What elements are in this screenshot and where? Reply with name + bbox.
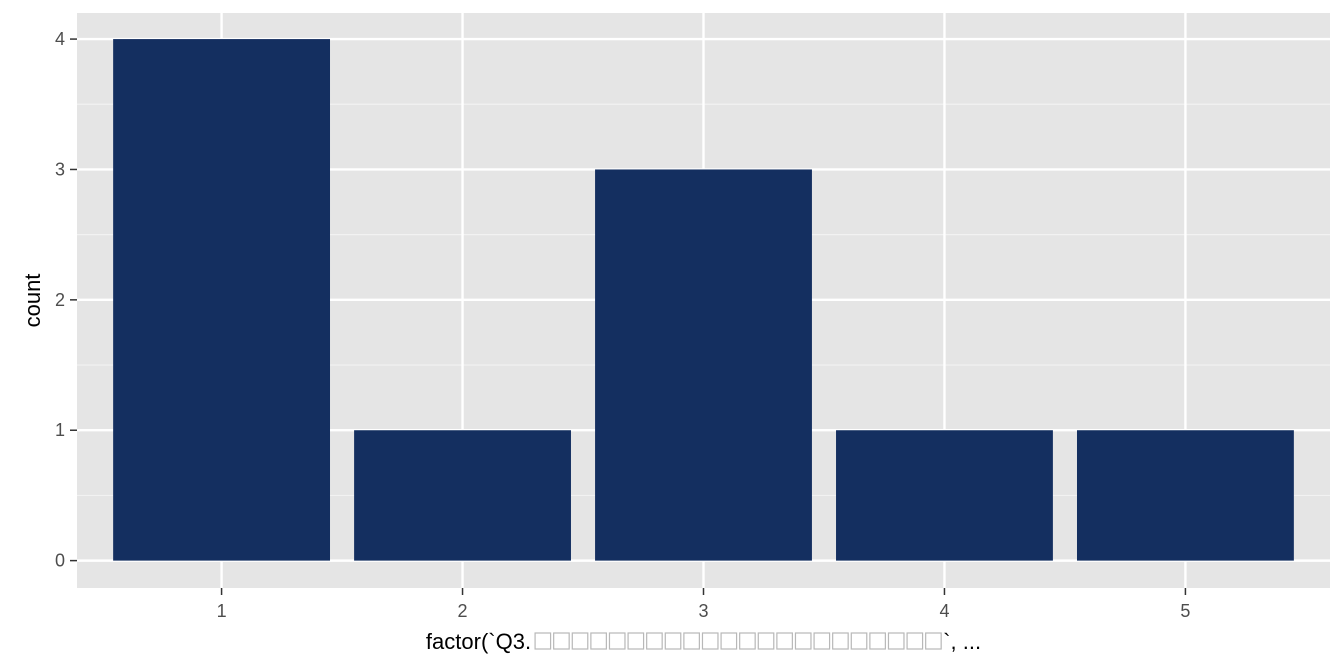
- bars: [113, 39, 1294, 561]
- missing-glyph-box: [813, 632, 831, 650]
- x-axis-title-placeholder-glyphs: [534, 632, 942, 650]
- missing-glyph-box: [571, 632, 589, 650]
- missing-glyph-box: [925, 632, 942, 650]
- x-axis-title-prefix: factor(`Q3.: [426, 629, 531, 654]
- bar-3: [595, 169, 812, 561]
- missing-glyph-box: [869, 632, 886, 650]
- y-tick-label: 3: [55, 159, 65, 179]
- missing-glyph-box: [701, 632, 719, 650]
- x-axis-title-suffix: `, ...: [943, 629, 981, 654]
- y-tick-label: 2: [55, 290, 65, 310]
- x-tick-label: 2: [458, 601, 468, 621]
- missing-glyph-box: [720, 632, 738, 650]
- missing-glyph-box: [757, 632, 775, 650]
- missing-glyph-box: [683, 632, 700, 650]
- y-tick-label: 4: [55, 29, 65, 49]
- x-axis-title: factor(`Q3. `, ...: [426, 629, 981, 654]
- x-tick-label: 5: [1180, 601, 1190, 621]
- missing-glyph-box: [608, 632, 626, 650]
- bar-5: [1076, 430, 1294, 561]
- missing-glyph-box: [850, 632, 868, 650]
- missing-glyph-box: [794, 632, 812, 650]
- axes: 0 1 2 3 4 1 2 3 4 5: [55, 29, 1190, 621]
- missing-glyph-box: [534, 632, 552, 650]
- bar-4: [836, 430, 1053, 561]
- x-tick-label: 3: [698, 601, 708, 621]
- y-tick-label: 1: [55, 420, 65, 440]
- y-tick-label: 0: [55, 551, 65, 571]
- missing-glyph-box: [739, 632, 756, 650]
- missing-glyph-box: [664, 632, 682, 650]
- bar-1: [113, 39, 331, 561]
- missing-glyph-box: [590, 632, 607, 650]
- x-tick-label: 4: [939, 601, 949, 621]
- bar-2: [354, 430, 571, 561]
- y-axis-title: count: [20, 274, 45, 328]
- missing-glyph-box: [627, 632, 645, 650]
- missing-glyph-box: [832, 632, 849, 650]
- missing-glyph-box: [646, 632, 663, 650]
- missing-glyph-box: [776, 632, 793, 650]
- missing-glyph-box: [906, 632, 924, 650]
- x-tick-label: 1: [217, 601, 227, 621]
- missing-glyph-box: [887, 632, 905, 650]
- missing-glyph-box: [553, 632, 570, 650]
